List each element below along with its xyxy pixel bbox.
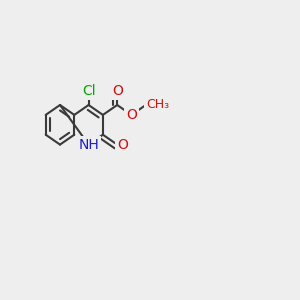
Text: NH: NH [78, 138, 99, 152]
Text: O: O [126, 108, 137, 122]
Text: CH₃: CH₃ [146, 98, 169, 112]
Text: Cl: Cl [82, 84, 95, 98]
Text: O: O [112, 84, 123, 98]
Text: O: O [117, 138, 128, 152]
